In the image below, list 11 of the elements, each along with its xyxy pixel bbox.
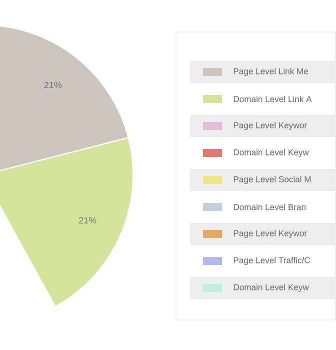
data-label: 21% [44,82,62,88]
legend-label: Domain Level Keyw [234,149,309,157]
legend-label: Page Level Traffic/C [234,257,310,265]
legend-label: Page Level Social M [234,176,311,184]
legend-label: Page Level Link Me [234,68,308,76]
data-label: 21% [79,217,96,224]
legend-label: Domain Level Keyw [234,284,309,292]
legend-label: Page Level Keywor [234,230,307,238]
legend-label: Page Level Keywor [234,122,307,130]
legend-label: Domain Level Bran [234,204,306,210]
legend-label: Domain Level Link A [234,96,312,102]
